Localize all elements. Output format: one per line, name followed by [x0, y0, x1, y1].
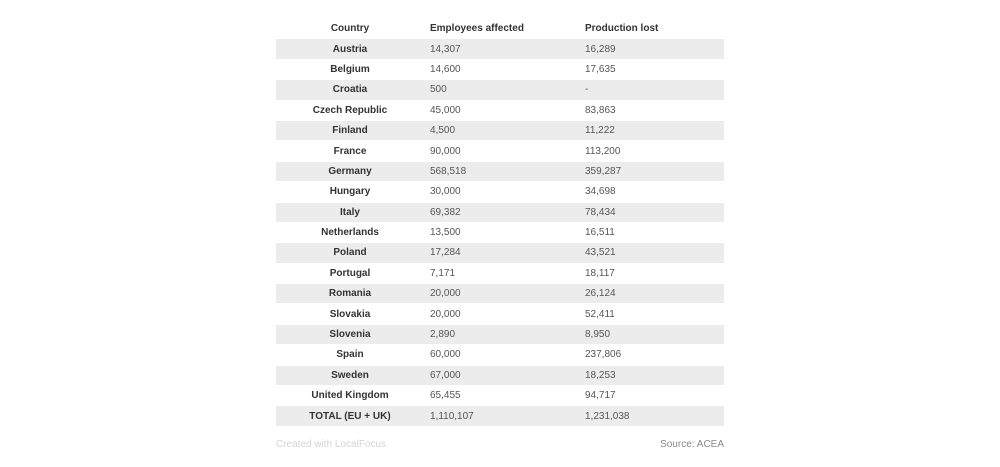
cell-production-lost: 52,411 — [579, 303, 724, 325]
table-row: Netherlands 13,500 16,511 — [276, 222, 724, 244]
table-row: Hungary 30,000 34,698 — [276, 181, 724, 203]
table-row: Czech Republic 45,000 83,863 — [276, 100, 724, 121]
cell-production-lost: 237,806 — [579, 344, 724, 366]
cell-employees-affected: 20,000 — [424, 283, 579, 305]
cell-production-lost: 1,231,038 — [579, 405, 724, 427]
cell-production-lost: 11,222 — [579, 120, 724, 142]
table-row: Romania 20,000 26,124 — [276, 283, 724, 305]
cell-country: Italy — [276, 202, 424, 223]
table-row: Germany 568,518 359,287 — [276, 161, 724, 183]
cell-country: Germany — [276, 161, 424, 183]
table-row: Slovakia 20,000 52,411 — [276, 303, 724, 325]
cell-production-lost: 34,698 — [579, 181, 724, 203]
cell-country: Hungary — [276, 181, 424, 203]
cell-production-lost: 17,635 — [579, 59, 724, 81]
cell-employees-affected: 60,000 — [424, 344, 579, 366]
column-header-production: Production lost — [579, 19, 724, 40]
cell-production-lost: 16,289 — [579, 38, 724, 60]
cell-production-lost: 26,124 — [579, 283, 724, 305]
cell-country: France — [276, 140, 424, 162]
table-row: Italy 69,382 78,434 — [276, 202, 724, 223]
table-body: Austria 14,307 16,289 Belgium 14,600 17,635 Cr… — [276, 38, 724, 427]
cell-employees-affected: 14,600 — [424, 59, 579, 81]
table-row: Austria 14,307 16,289 — [276, 38, 724, 60]
source-note: Source: ACEA — [660, 438, 724, 450]
cell-production-lost: 43,521 — [579, 242, 724, 264]
table-row: Portugal 7,171 18,117 — [276, 263, 724, 285]
table-row: Poland 17,284 43,521 — [276, 242, 724, 264]
cell-country: Spain — [276, 344, 424, 366]
cell-employees-affected: 90,000 — [424, 140, 579, 162]
cell-employees-affected: 1,110,107 — [424, 405, 579, 427]
column-header-country: Country — [276, 19, 424, 40]
cell-employees-affected: 13,500 — [424, 222, 579, 244]
cell-employees-affected: 7,171 — [424, 263, 579, 285]
cell-country: TOTAL (EU + UK) — [276, 405, 424, 427]
cell-country: Belgium — [276, 59, 424, 81]
cell-country: Romania — [276, 283, 424, 305]
cell-production-lost: 16,511 — [579, 222, 724, 244]
cell-production-lost: - — [579, 79, 724, 101]
cell-country: Croatia — [276, 79, 424, 101]
table-footer: Created with LocalFocus Source: ACEA — [276, 439, 724, 450]
table-row: Belgium 14,600 17,635 — [276, 59, 724, 81]
table-row: France 90,000 113,200 — [276, 140, 724, 162]
cell-country: Poland — [276, 242, 424, 264]
cell-country: Sweden — [276, 365, 424, 387]
cell-country: Portugal — [276, 263, 424, 285]
cell-employees-affected: 568,518 — [424, 161, 579, 183]
cell-employees-affected: 4,500 — [424, 120, 579, 142]
cell-production-lost: 78,434 — [579, 202, 724, 223]
cell-employees-affected: 20,000 — [424, 303, 579, 325]
cell-production-lost: 359,287 — [579, 161, 724, 183]
table-row: TOTAL (EU + UK) 1,110,107 1,231,038 — [276, 405, 724, 427]
data-table: Country Employees affected Production lo… — [276, 19, 724, 427]
cell-country: Finland — [276, 120, 424, 142]
cell-country: Slovenia — [276, 324, 424, 346]
cell-employees-affected: 45,000 — [424, 100, 579, 121]
column-header-employees: Employees affected — [424, 19, 579, 40]
cell-production-lost: 113,200 — [579, 140, 724, 162]
table-row: Slovenia 2,890 8,950 — [276, 324, 724, 346]
cell-production-lost: 83,863 — [579, 100, 724, 121]
table-row: Croatia 500- — [276, 79, 724, 101]
table-row: United Kingdom 65,455 94,717 — [276, 385, 724, 407]
table-header-row: Country Employees affected Production lo… — [276, 19, 724, 40]
cell-employees-affected: 14,307 — [424, 38, 579, 60]
table-row: Finland 4,500 11,222 — [276, 120, 724, 142]
created-with-credit: Created with LocalFocus — [276, 438, 387, 450]
cell-production-lost: 8,950 — [579, 324, 724, 346]
cell-employees-affected: 69,382 — [424, 202, 579, 223]
cell-country: Netherlands — [276, 222, 424, 244]
cell-production-lost: 18,253 — [579, 365, 724, 387]
cell-country: Austria — [276, 38, 424, 60]
cell-country: Slovakia — [276, 303, 424, 325]
cell-production-lost: 94,717 — [579, 385, 724, 407]
cell-employees-affected: 2,890 — [424, 324, 579, 346]
table-row: Spain 60,000 237,806 — [276, 344, 724, 366]
cell-employees-affected: 65,455 — [424, 385, 579, 407]
cell-production-lost: 18,117 — [579, 263, 724, 285]
cell-country: United Kingdom — [276, 385, 424, 407]
cell-employees-affected: 67,000 — [424, 365, 579, 387]
table-row: Sweden 67,000 18,253 — [276, 365, 724, 387]
cell-employees-affected: 30,000 — [424, 181, 579, 203]
data-table-container: Country Employees affected Production lo… — [276, 19, 724, 450]
cell-employees-affected: 500 — [424, 79, 579, 101]
cell-employees-affected: 17,284 — [424, 242, 579, 264]
cell-country: Czech Republic — [276, 100, 424, 121]
